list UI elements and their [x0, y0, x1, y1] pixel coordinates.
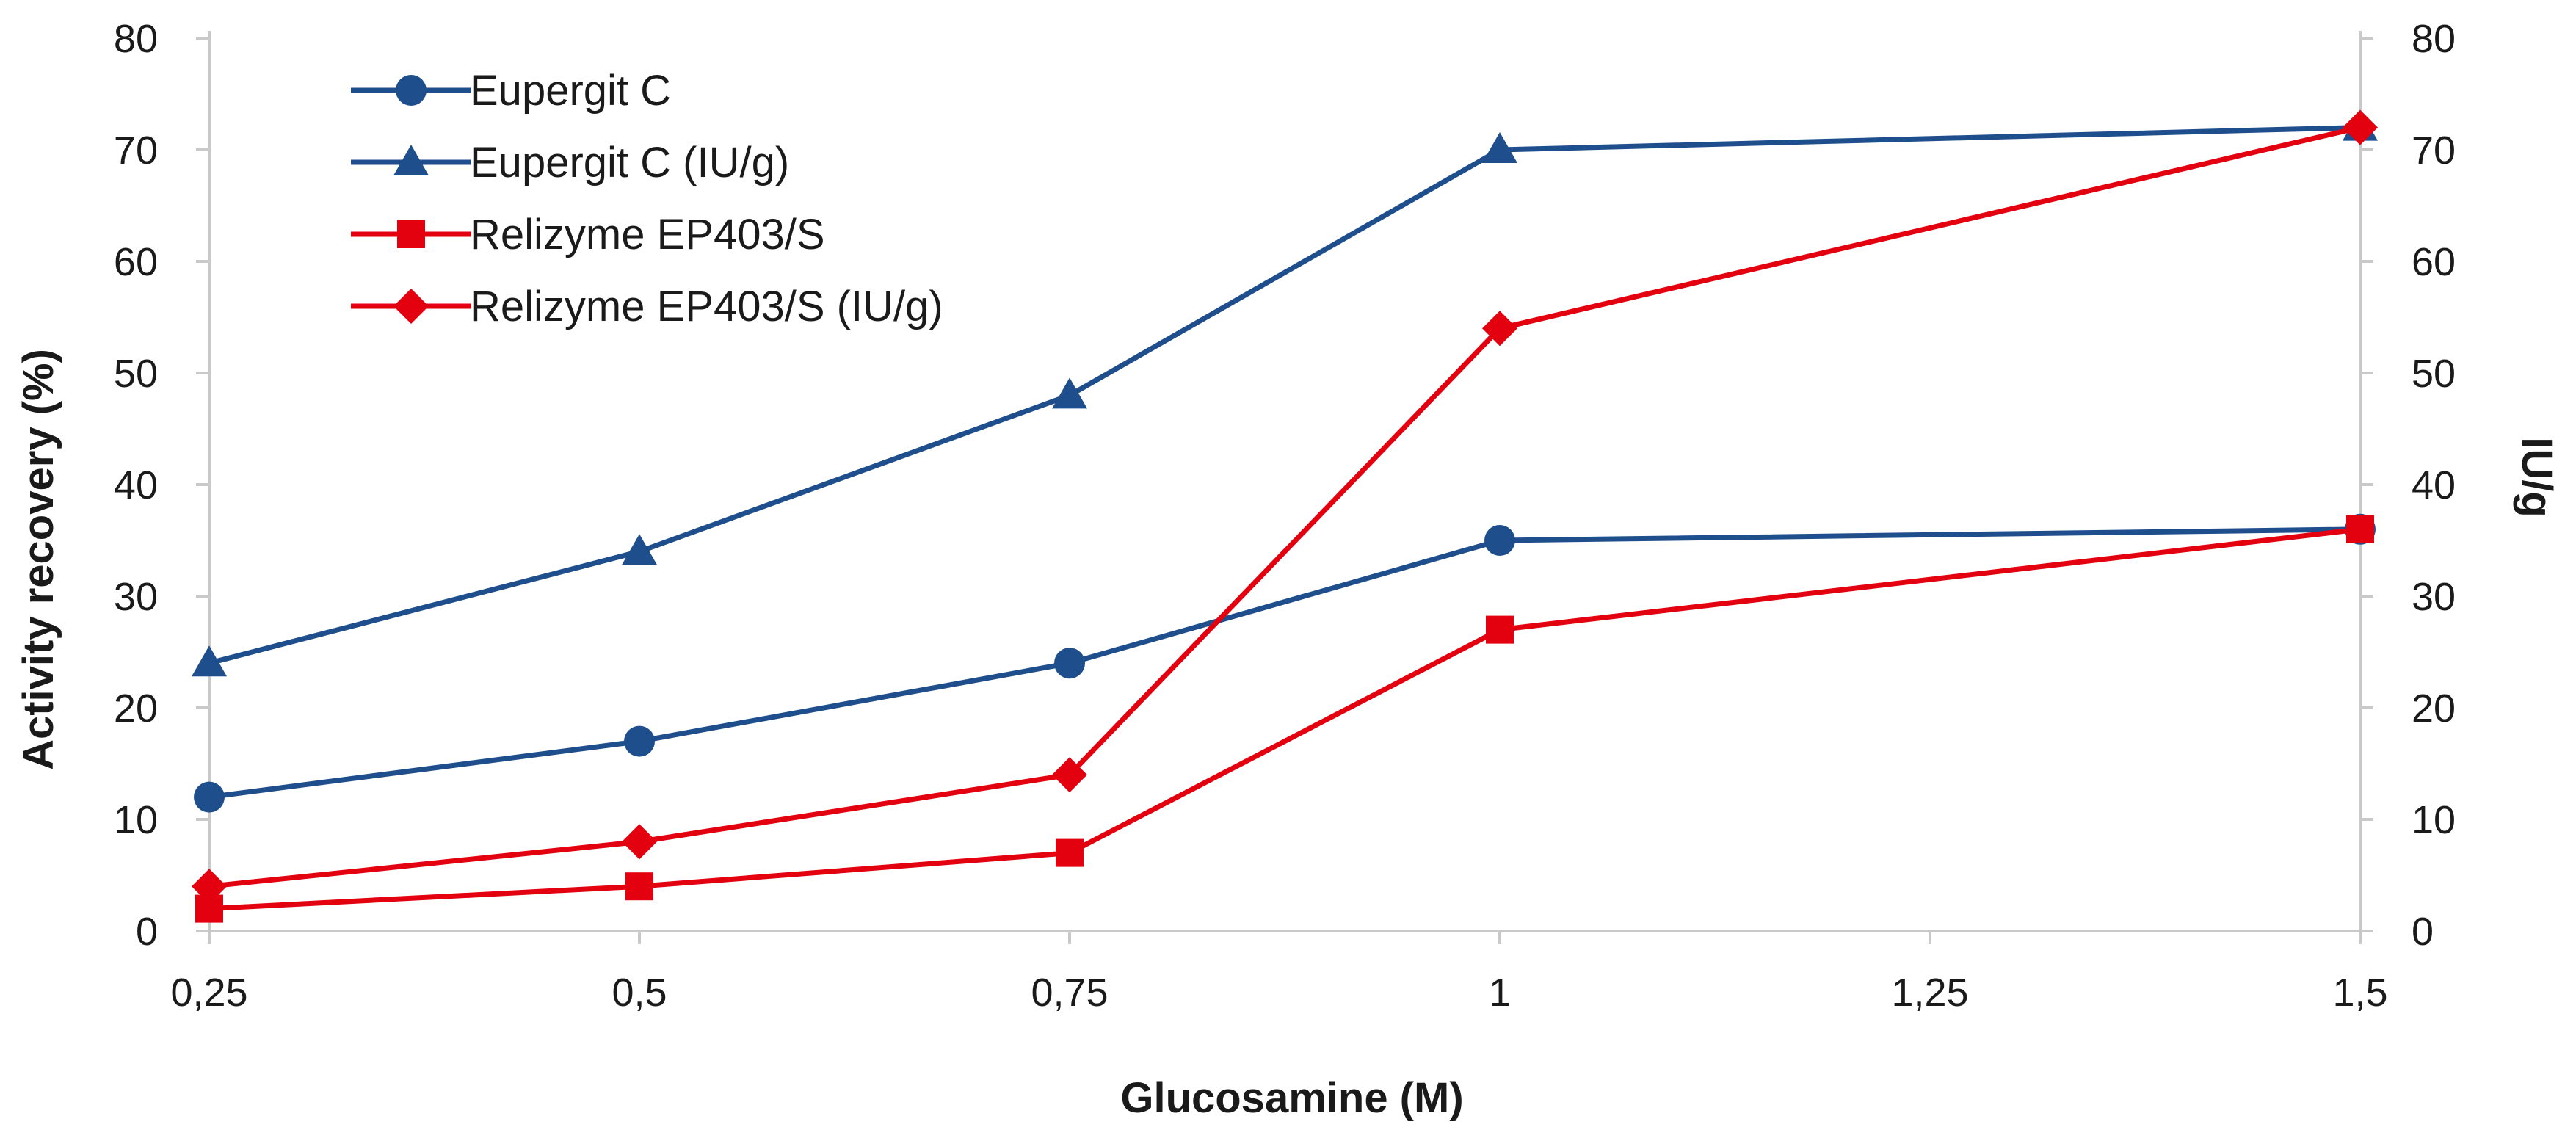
y-tick-label: 30: [114, 575, 158, 619]
y2-tick-label: 60: [2412, 240, 2456, 284]
x-tick-label: 1,5: [2332, 971, 2387, 1015]
data-point: [2343, 109, 2378, 145]
legend: Eupergit C Eupergit C (IU/g) Relizyme EP40…: [351, 67, 943, 330]
data-point: [1052, 757, 1087, 793]
legend-label: Eupergit C (IU/g): [470, 139, 789, 186]
y-tick-label: 10: [114, 798, 158, 842]
y2-axis-title: IU/g: [2513, 437, 2561, 518]
legend-marker: [396, 75, 427, 106]
series-2: [195, 515, 2374, 923]
legend-label: Relizyme EP403/S: [470, 211, 825, 258]
series-0: [194, 513, 2376, 813]
y2-tick-label: 50: [2412, 352, 2456, 396]
data-point: [1484, 525, 1515, 556]
series-3: [192, 109, 2378, 905]
x-tick-label: 0,75: [1031, 971, 1108, 1015]
legend-marker: [397, 220, 425, 248]
y-tick-label: 20: [114, 687, 158, 731]
y2-tick-label: 20: [2412, 687, 2456, 731]
data-point: [2346, 515, 2374, 543]
y2-tick-label: 70: [2412, 128, 2456, 173]
y-tick-label: 0: [136, 910, 158, 954]
data-point: [622, 534, 657, 565]
y-tick-label: 40: [114, 463, 158, 507]
data-point: [624, 725, 655, 757]
data-point: [192, 645, 227, 677]
x-tick-label: 1: [1489, 971, 1511, 1015]
y-tick-label: 80: [114, 17, 158, 61]
legend-label: Eupergit C: [470, 67, 671, 115]
data-point: [1482, 311, 1517, 347]
data-point: [1052, 377, 1087, 409]
data-point: [625, 872, 653, 901]
y-tick-label: 70: [114, 128, 158, 173]
x-tick-label: 1,25: [1891, 971, 1968, 1015]
data-point: [194, 781, 225, 813]
data-point: [1486, 615, 1514, 644]
y-tick-label: 50: [114, 352, 158, 396]
x-axis-title: Glucosamine (M): [1120, 1074, 1463, 1122]
x-tick-label: 0,5: [612, 971, 667, 1015]
y-tick-label: 60: [114, 240, 158, 284]
y2-tick-label: 30: [2412, 575, 2456, 619]
legend-item: Relizyme EP403/S (IU/g): [351, 283, 943, 330]
series-layer: [192, 109, 2378, 923]
legend-item: Eupergit C: [351, 67, 671, 115]
data-point: [622, 824, 657, 860]
y2-tick-label: 40: [2412, 463, 2456, 507]
legend-item: Relizyme EP403/S: [351, 211, 825, 258]
y2-tick-label: 10: [2412, 798, 2456, 842]
legend-item: Eupergit C (IU/g): [351, 139, 789, 186]
legend-label: Relizyme EP403/S (IU/g): [470, 283, 943, 330]
series-line: [208, 125, 2361, 666]
x-tick-label: 0,25: [170, 971, 247, 1015]
y2-tick-label: 0: [2412, 910, 2434, 954]
series-1: [192, 109, 2378, 677]
y-axis-title: Activity recovery (%): [15, 349, 62, 770]
axes: 0,25 0,5 0,75 1 1,25 1,5 0 10 20 30 40 50 60 70 80 0 10 2…: [114, 17, 2456, 1015]
data-point: [1482, 132, 1517, 163]
y2-tick-label: 80: [2412, 17, 2456, 61]
data-point: [192, 869, 227, 905]
legend-marker: [393, 145, 429, 175]
data-point: [1054, 648, 1085, 679]
legend-marker: [393, 289, 429, 324]
data-point: [1056, 838, 1084, 867]
